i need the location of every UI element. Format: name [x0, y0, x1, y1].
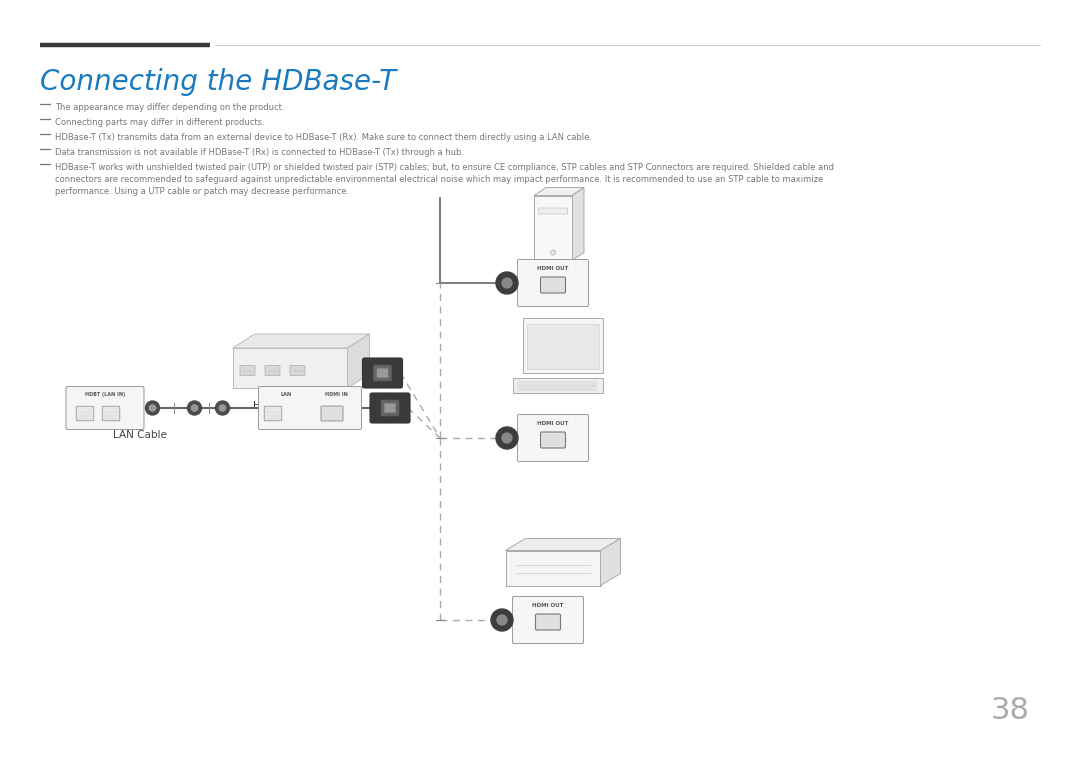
- FancyBboxPatch shape: [381, 400, 399, 416]
- FancyBboxPatch shape: [265, 365, 280, 375]
- FancyBboxPatch shape: [590, 387, 596, 391]
- Circle shape: [188, 401, 202, 415]
- Circle shape: [191, 405, 198, 411]
- Text: Connecting parts may differ in different products.: Connecting parts may differ in different…: [55, 118, 265, 127]
- FancyBboxPatch shape: [513, 378, 603, 393]
- Text: LAN: LAN: [281, 392, 292, 397]
- FancyBboxPatch shape: [566, 387, 572, 391]
- Polygon shape: [232, 348, 348, 388]
- Circle shape: [496, 272, 518, 294]
- FancyBboxPatch shape: [542, 387, 549, 391]
- Text: HDMI OUT: HDMI OUT: [538, 421, 569, 426]
- FancyBboxPatch shape: [517, 382, 524, 385]
- FancyBboxPatch shape: [590, 382, 596, 385]
- Polygon shape: [505, 550, 600, 585]
- FancyBboxPatch shape: [517, 259, 589, 307]
- FancyBboxPatch shape: [363, 358, 403, 388]
- FancyBboxPatch shape: [291, 365, 305, 375]
- Text: 38: 38: [991, 696, 1030, 725]
- FancyBboxPatch shape: [566, 382, 572, 385]
- Circle shape: [491, 609, 513, 631]
- Polygon shape: [572, 188, 584, 260]
- FancyBboxPatch shape: [513, 597, 583, 643]
- FancyBboxPatch shape: [540, 432, 566, 448]
- Text: HDBase-T (Tx) transmits data from an external device to HDBase-T (Rx). Make sure: HDBase-T (Tx) transmits data from an ext…: [55, 133, 592, 142]
- FancyBboxPatch shape: [582, 387, 589, 391]
- FancyBboxPatch shape: [527, 324, 599, 369]
- Text: Connecting the HDBase-T: Connecting the HDBase-T: [40, 68, 396, 96]
- Text: The appearance may differ depending on the product.: The appearance may differ depending on t…: [55, 103, 284, 112]
- Circle shape: [502, 433, 512, 443]
- FancyBboxPatch shape: [573, 387, 580, 391]
- Polygon shape: [348, 334, 369, 388]
- FancyBboxPatch shape: [550, 382, 556, 385]
- Circle shape: [497, 615, 507, 625]
- FancyBboxPatch shape: [540, 277, 566, 293]
- Text: HDMI OUT: HDMI OUT: [538, 266, 569, 271]
- FancyBboxPatch shape: [526, 382, 532, 385]
- FancyBboxPatch shape: [557, 382, 565, 385]
- Text: HDBT (LAN IN): HDBT (LAN IN): [85, 392, 125, 397]
- FancyBboxPatch shape: [550, 387, 556, 391]
- Polygon shape: [534, 188, 584, 195]
- FancyBboxPatch shape: [526, 387, 532, 391]
- FancyBboxPatch shape: [542, 382, 549, 385]
- Circle shape: [216, 401, 229, 415]
- Polygon shape: [600, 539, 621, 585]
- FancyBboxPatch shape: [534, 387, 540, 391]
- FancyBboxPatch shape: [534, 195, 572, 260]
- Text: HDMI IN: HDMI IN: [325, 392, 348, 397]
- FancyBboxPatch shape: [539, 208, 567, 214]
- Circle shape: [502, 278, 512, 288]
- Text: HDBase-T works with unshielded twisted pair (UTP) or shielded twisted pair (STP): HDBase-T works with unshielded twisted p…: [55, 163, 834, 195]
- Circle shape: [149, 405, 156, 411]
- FancyBboxPatch shape: [557, 387, 565, 391]
- FancyBboxPatch shape: [582, 382, 589, 385]
- Text: Data transmission is not available if HDBase-T (Rx) is connected to HDBase-T (Tx: Data transmission is not available if HD…: [55, 148, 464, 157]
- FancyBboxPatch shape: [573, 382, 580, 385]
- Circle shape: [146, 401, 160, 415]
- FancyBboxPatch shape: [66, 387, 144, 430]
- FancyBboxPatch shape: [536, 614, 561, 630]
- FancyBboxPatch shape: [103, 406, 120, 421]
- FancyBboxPatch shape: [240, 365, 255, 375]
- FancyBboxPatch shape: [77, 406, 94, 421]
- FancyBboxPatch shape: [374, 365, 391, 381]
- Circle shape: [219, 405, 226, 411]
- FancyBboxPatch shape: [265, 406, 282, 421]
- Polygon shape: [232, 334, 369, 348]
- FancyBboxPatch shape: [377, 369, 388, 378]
- FancyBboxPatch shape: [321, 406, 343, 421]
- Text: HDMI OUT: HDMI OUT: [532, 603, 564, 608]
- Text: HDBase-T (Tx): HDBase-T (Tx): [253, 400, 327, 410]
- Text: LAN Cable: LAN Cable: [113, 430, 167, 440]
- FancyBboxPatch shape: [370, 393, 410, 423]
- FancyBboxPatch shape: [517, 414, 589, 462]
- Circle shape: [496, 427, 518, 449]
- FancyBboxPatch shape: [523, 318, 603, 373]
- FancyBboxPatch shape: [534, 382, 540, 385]
- FancyBboxPatch shape: [517, 387, 524, 391]
- Circle shape: [551, 250, 555, 255]
- Polygon shape: [505, 539, 621, 550]
- FancyBboxPatch shape: [258, 387, 362, 430]
- FancyBboxPatch shape: [384, 404, 395, 413]
